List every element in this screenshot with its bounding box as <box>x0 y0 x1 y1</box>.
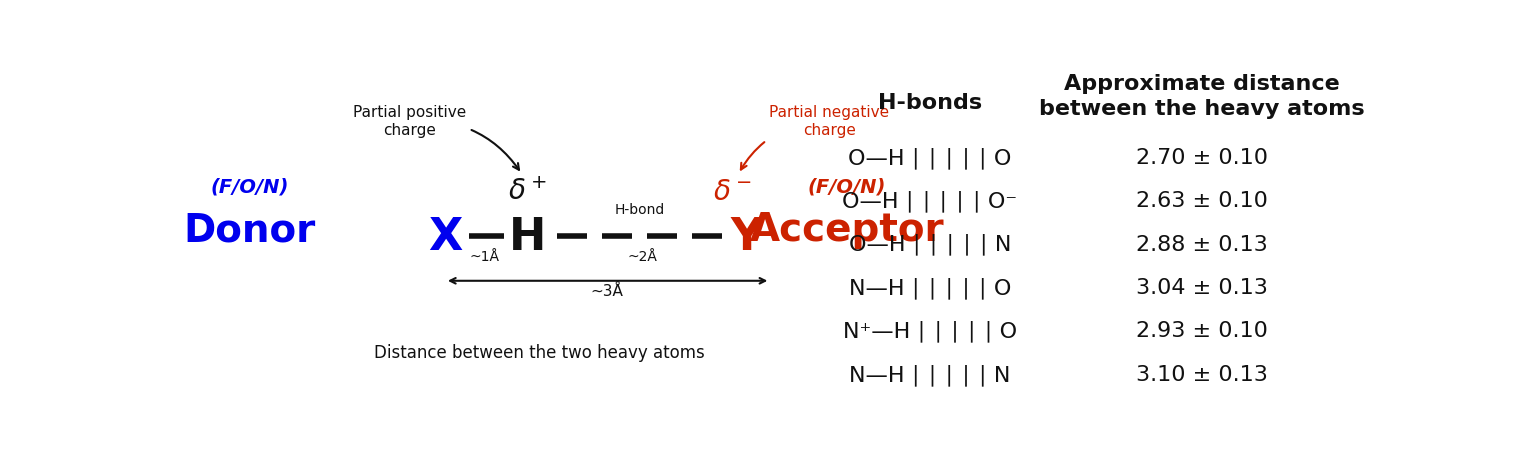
Text: ~2Å: ~2Å <box>627 250 658 264</box>
Text: Acceptor: Acceptor <box>749 211 945 249</box>
Text: Distance between the two heavy atoms: Distance between the two heavy atoms <box>374 344 705 362</box>
Text: O—H ∣ ∣ ∣ ∣ ∣ O: O—H ∣ ∣ ∣ ∣ ∣ O <box>848 147 1012 169</box>
Text: H: H <box>510 216 546 259</box>
Text: 3.10 ± 0.13: 3.10 ± 0.13 <box>1135 365 1268 385</box>
Text: 2.70 ± 0.10: 2.70 ± 0.10 <box>1135 148 1268 168</box>
Text: N⁺—H ∣ ∣ ∣ ∣ ∣ O: N⁺—H ∣ ∣ ∣ ∣ ∣ O <box>842 321 1016 342</box>
Text: Donor: Donor <box>183 211 316 249</box>
Text: $\delta^+$: $\delta^+$ <box>508 178 548 206</box>
Text: Partial positive
charge: Partial positive charge <box>353 105 519 170</box>
Text: X: X <box>427 216 462 259</box>
Text: O—H ∣ ∣ ∣ ∣ ∣ N: O—H ∣ ∣ ∣ ∣ ∣ N <box>848 234 1012 255</box>
Text: 3.04 ± 0.13: 3.04 ± 0.13 <box>1135 278 1268 298</box>
Text: N—H ∣ ∣ ∣ ∣ ∣ O: N—H ∣ ∣ ∣ ∣ ∣ O <box>848 277 1012 299</box>
Text: Approximate distance
between the heavy atoms: Approximate distance between the heavy a… <box>1039 74 1364 119</box>
Text: 2.88 ± 0.13: 2.88 ± 0.13 <box>1135 235 1268 255</box>
Text: N—H ∣ ∣ ∣ ∣ ∣ N: N—H ∣ ∣ ∣ ∣ ∣ N <box>848 364 1010 386</box>
Text: 2.63 ± 0.10: 2.63 ± 0.10 <box>1135 191 1268 211</box>
Text: Y: Y <box>731 216 763 259</box>
Text: (F/O/N): (F/O/N) <box>807 177 887 196</box>
Text: Partial negative
charge: Partial negative charge <box>740 105 890 170</box>
Text: (F/O/N): (F/O/N) <box>211 177 288 196</box>
Text: 2.93 ± 0.10: 2.93 ± 0.10 <box>1135 321 1268 341</box>
Text: H-bonds: H-bonds <box>877 93 981 113</box>
Text: ~1Å: ~1Å <box>468 250 499 264</box>
Text: O—H ∣ ∣ ∣ ∣ ∣ O⁻: O—H ∣ ∣ ∣ ∣ ∣ O⁻ <box>842 190 1018 212</box>
Text: $\delta^-$: $\delta^-$ <box>713 179 752 205</box>
Text: H-bond: H-bond <box>615 203 665 217</box>
Text: ~3Å: ~3Å <box>591 284 624 299</box>
